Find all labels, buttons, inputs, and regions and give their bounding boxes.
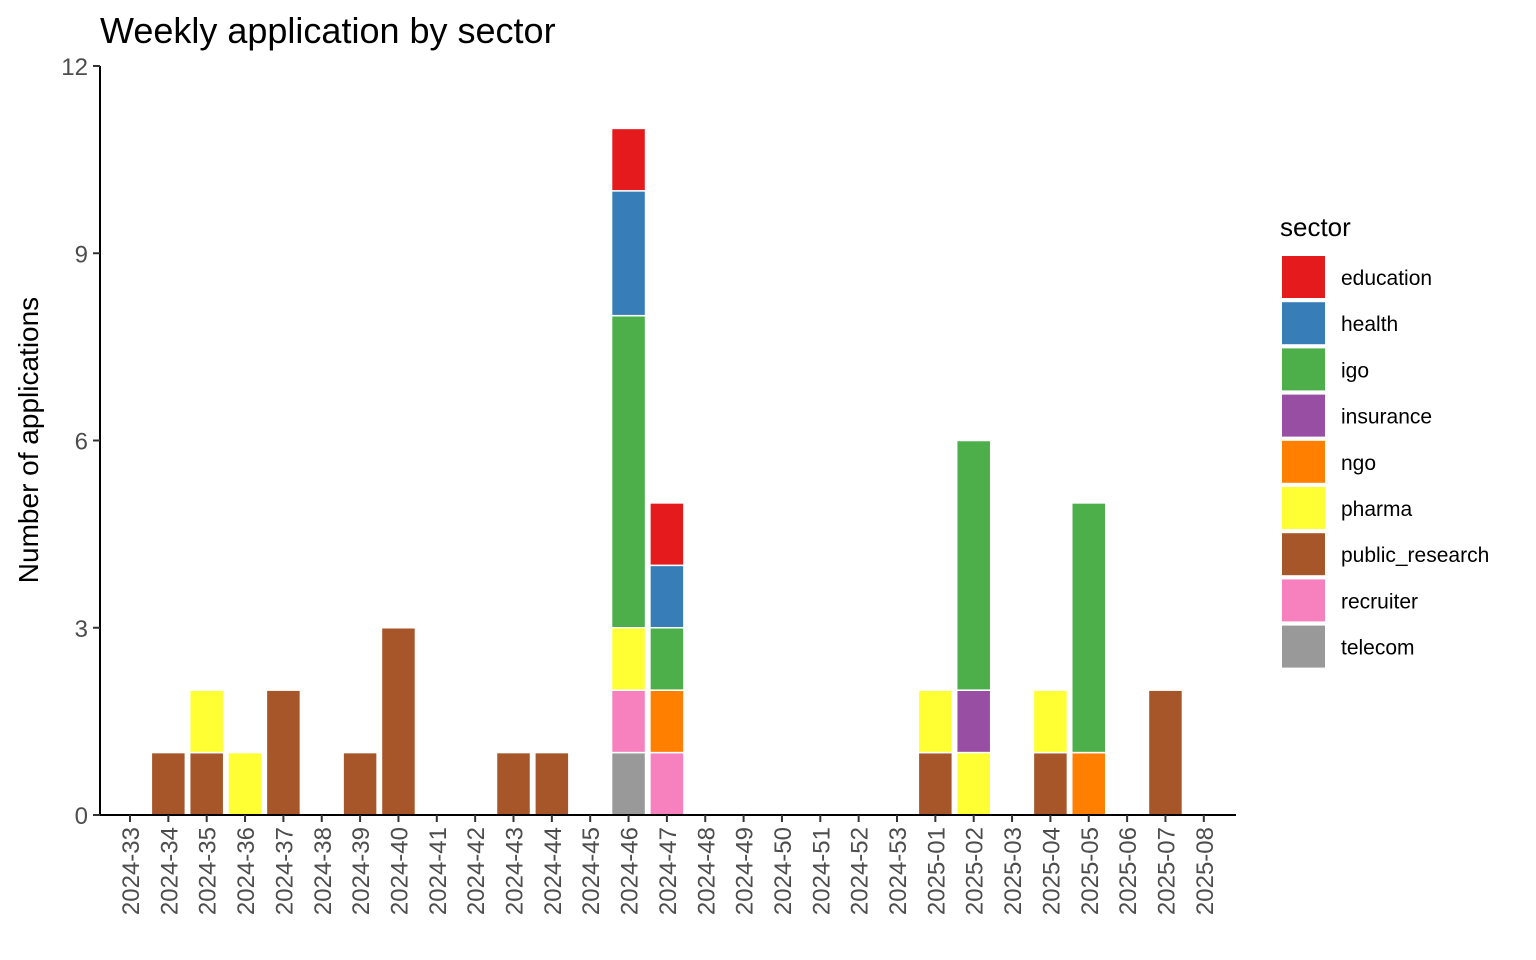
- x-tick-label: 2024-35: [195, 827, 222, 915]
- bar-segment-health-2024-46: [610, 190, 647, 317]
- bar-segment-recruiter-2024-47: [649, 751, 685, 816]
- bar-segment-pharma-2024-36: [227, 751, 263, 816]
- legend-label-education: education: [1341, 267, 1432, 290]
- x-tick-label: 2025-07: [1153, 827, 1180, 915]
- x-tick-label: 2024-45: [578, 827, 605, 915]
- bar-segment-public_research-2025-01: [917, 751, 954, 816]
- bar-segment-public_research-2024-40: [380, 627, 417, 816]
- chart-title: Weekly application by sector: [100, 10, 556, 51]
- x-tick-label: 2025-04: [1038, 827, 1065, 915]
- legend-key-pharma: [1282, 487, 1325, 529]
- legend-key-recruiter: [1282, 579, 1325, 622]
- bar-segment-public_research-2024-39: [342, 751, 378, 816]
- x-tick-label: 2024-51: [808, 827, 835, 915]
- bar-segment-pharma-2025-02: [955, 751, 992, 816]
- bar-segment-igo-2024-46: [610, 314, 647, 629]
- bar-segment-insurance-2025-02: [955, 689, 992, 754]
- bar-segment-public_research-2025-07: [1147, 689, 1184, 816]
- bar-segment-health-2024-47: [649, 564, 685, 629]
- bar-segment-pharma-2024-35: [188, 689, 225, 754]
- legend-key-education: [1282, 256, 1325, 298]
- legend-label-pharma: pharma: [1341, 498, 1413, 521]
- x-tick-label: 2024-40: [386, 827, 413, 915]
- bar-segment-public_research-2025-04: [1032, 751, 1069, 816]
- x-tick-label: 2024-43: [502, 827, 529, 915]
- x-tick-label: 2025-01: [923, 827, 950, 915]
- bar-segment-telecom-2024-46: [610, 751, 647, 816]
- legend-label-telecom: telecom: [1341, 637, 1415, 660]
- x-tick-label: 2024-49: [732, 827, 759, 915]
- legend-key-insurance: [1282, 394, 1325, 437]
- legend-label-igo: igo: [1341, 359, 1369, 382]
- legend-label-recruiter: recruiter: [1341, 590, 1418, 613]
- bar-segment-public_research-2024-34: [150, 751, 187, 816]
- legend-key-telecom: [1282, 625, 1325, 668]
- x-tick-label: 2024-48: [693, 827, 720, 915]
- legend-key-igo: [1282, 348, 1325, 391]
- legend: sector education health igo insurance ngo pha…: [1280, 212, 1489, 668]
- y-tick-label: 9: [75, 241, 88, 268]
- bar-segment-recruiter-2024-46: [610, 689, 647, 754]
- bar-segment-pharma-2025-01: [917, 689, 954, 754]
- x-tick-label: 2024-37: [271, 827, 298, 915]
- x-tick-label: 2024-53: [885, 827, 912, 915]
- x-tick-label: 2025-03: [1000, 827, 1027, 915]
- bar-segment-igo-2025-05: [1071, 502, 1107, 754]
- x-tick-label: 2024-44: [540, 827, 567, 915]
- bar-segment-public_research-2024-35: [188, 751, 225, 816]
- x-tick-label: 2024-42: [463, 827, 490, 915]
- y-tick-label: 6: [75, 429, 88, 456]
- legend-label-insurance: insurance: [1341, 406, 1432, 429]
- legend-key-ngo: [1282, 440, 1325, 483]
- x-tick-label: 2024-52: [847, 827, 874, 915]
- bar-segment-igo-2024-47: [649, 627, 685, 691]
- bar-segment-public_research-2024-44: [534, 751, 570, 816]
- y-axis-title: Number of applications: [13, 297, 44, 583]
- bar-segment-pharma-2025-04: [1032, 689, 1069, 754]
- x-tick-label: 2024-33: [118, 827, 145, 915]
- x-tick-label: 2024-38: [310, 827, 337, 915]
- y-tick-label: 0: [75, 803, 88, 830]
- y-tick-label: 12: [61, 54, 88, 81]
- x-tick-label: 2024-34: [156, 827, 183, 915]
- legend-key-public_research: [1282, 533, 1325, 576]
- bar-segment-public_research-2024-37: [265, 689, 302, 816]
- x-tick-label: 2024-47: [655, 827, 682, 915]
- bar-segment-public_research-2024-43: [495, 751, 532, 816]
- x-tick-label: 2024-39: [348, 827, 375, 915]
- bar-segment-ngo-2025-05: [1071, 751, 1107, 816]
- x-tick-label: 2025-05: [1077, 827, 1104, 915]
- x-tick-label: 2025-02: [962, 827, 989, 915]
- bar-segment-igo-2025-02: [955, 439, 992, 691]
- legend-label-public_research: public_research: [1341, 544, 1489, 567]
- x-tick-label: 2025-06: [1115, 827, 1142, 915]
- bar-segment-education-2024-47: [649, 502, 685, 567]
- bars-layer: [150, 127, 1184, 816]
- x-tick-label: 2025-08: [1192, 827, 1219, 915]
- legend-label-health: health: [1341, 313, 1398, 336]
- x-tick-label: 2024-46: [617, 827, 644, 915]
- bar-segment-education-2024-46: [610, 127, 647, 192]
- y-tick-label: 3: [75, 616, 88, 643]
- x-tick-label: 2024-50: [770, 827, 797, 915]
- legend-title: sector: [1280, 212, 1351, 242]
- axes-layer: 0 3 6 9 12 2024-33 2024-34 2024-35 2024-36 2024-3…: [61, 54, 1236, 915]
- bar-segment-pharma-2024-46: [610, 627, 647, 691]
- x-tick-label: 2024-41: [425, 827, 452, 915]
- legend-label-ngo: ngo: [1341, 452, 1376, 475]
- x-tick-label: 2024-36: [233, 827, 260, 915]
- bar-segment-ngo-2024-47: [649, 689, 685, 754]
- legend-key-health: [1282, 302, 1325, 345]
